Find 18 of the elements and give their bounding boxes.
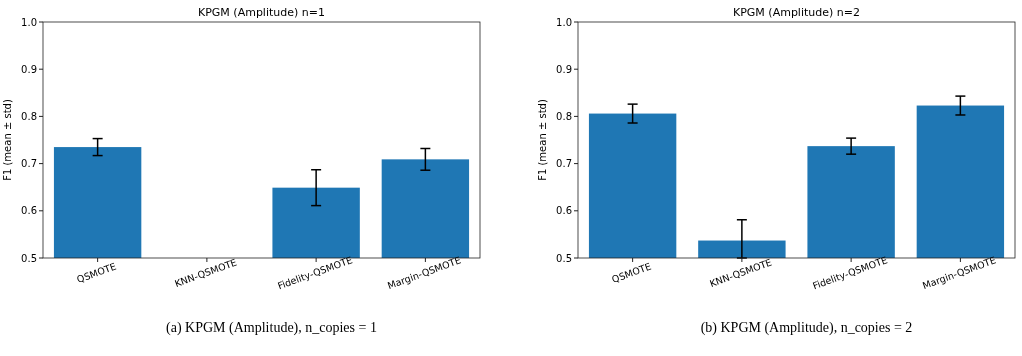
y-tick-label: 0.9 [556, 63, 572, 75]
y-tick-label: 0.8 [21, 110, 37, 122]
y-tick-label: 0.6 [556, 205, 572, 217]
y-axis-title: F1 (mean ± std) [537, 99, 548, 181]
y-tick-label: 0.9 [21, 63, 37, 75]
y-axis-title: F1 (mean ± std) [2, 99, 13, 181]
text: (b) KPGM (Amplitude), n_copies = 2 [700, 320, 913, 336]
y-tick-label: 0.6 [21, 205, 37, 217]
y-tick-label: 0.7 [556, 158, 572, 170]
y-tick-label: 0.7 [21, 158, 37, 170]
chart-title: KPGM (Amplitude) n=1 [198, 6, 325, 19]
text: (a) KPGM (Amplitude), n_copies = 1 [166, 320, 377, 336]
y-tick-label: 0.8 [556, 110, 572, 122]
y-tick-label: 0.5 [556, 252, 572, 264]
y-tick-label: 1.0 [21, 16, 37, 28]
y-tick-label: 1.0 [556, 16, 572, 28]
chart-title: KPGM (Amplitude) n=2 [733, 6, 860, 19]
y-tick-label: 0.5 [21, 252, 37, 264]
